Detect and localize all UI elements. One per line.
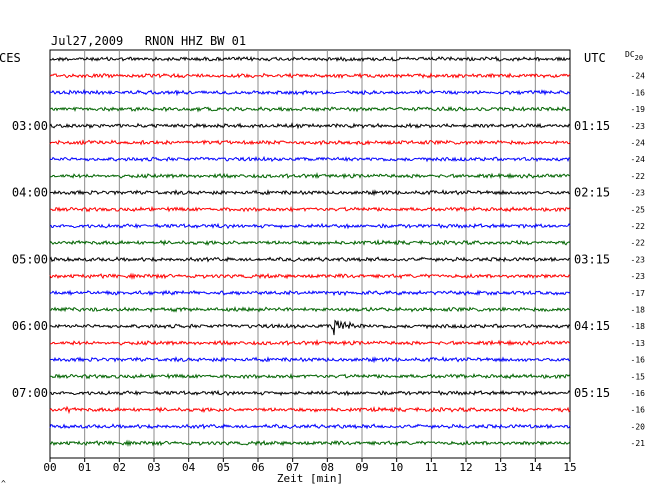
dc-offset-label: -23 [631,122,646,131]
right-axis-label: UTC [584,51,606,65]
x-tick-label: 01 [78,461,91,474]
dc-offset-label: -23 [631,255,646,264]
dc-offset-label: -22 [631,239,646,248]
trace-23 [49,439,571,448]
trace-2 [49,88,571,97]
dc-offset-label: -21 [631,439,646,448]
left-axis-label: CES [0,51,21,65]
x-axis-ticks: 00 01 02 03 04 05 06 07 08 09 10 11 12 13 14 15 [43,458,577,474]
x-tick-label: 10 [390,461,403,474]
dc-offset-label: -19 [631,105,646,114]
local-time-label: 04:00 [12,186,48,200]
x-tick-label: 11 [425,461,438,474]
x-tick-label: 13 [494,461,507,474]
dc-label-main: DC [625,50,635,59]
dc-offset-label: -20 [631,422,646,431]
trace-1 [49,72,571,79]
trace-22 [49,423,571,430]
x-tick-label: 12 [459,461,472,474]
utc-time-labels: 01:15 02:15 03:15 04:15 05:15 [574,119,610,400]
dc-offset-label: -24 [631,155,646,164]
dc-offset-label: -16 [631,88,646,97]
utc-time-label: 02:15 [574,186,610,200]
trace-3 [49,105,571,113]
x-tick-label: 02 [113,461,126,474]
dc-label-sub: 20 [635,54,643,62]
dc-offset-label: -18 [631,322,646,331]
dc-offset-label: -16 [631,356,646,365]
trace-18 [49,356,571,364]
x-axis-label: Zeit [min] [277,472,343,485]
corner-mark: ^ [1,479,6,488]
x-tick-label: 15 [563,461,576,474]
local-time-label: 07:00 [12,386,48,400]
seismic-traces [49,55,571,448]
local-time-label: 03:00 [12,119,48,133]
trace-12 [49,256,571,263]
dc-offset-label: -23 [631,189,646,198]
utc-time-label: 04:15 [574,319,610,333]
x-tick-label: 07 [286,461,299,474]
trace-13 [49,272,571,281]
trace-8 [49,189,571,197]
trace-20 [49,389,571,397]
dc-offset-label: -16 [631,389,646,398]
x-tick-label: 04 [182,461,196,474]
x-tick-label: 05 [217,461,230,474]
x-tick-label: 09 [355,461,368,474]
trace-21 [49,405,571,415]
trace-15 [49,306,571,313]
utc-time-label: 03:15 [574,252,610,266]
trace-9 [50,205,571,213]
plot-frame [49,49,571,459]
dc-offset-label: -18 [631,306,646,315]
dc-offset-label: -24 [631,139,646,148]
x-tick-label: 06 [251,461,264,474]
trace-16 [49,319,571,336]
dc-offset-label: -22 [631,222,646,231]
trace-4 [49,122,571,130]
dc-offset-labels: -24 -16 -19 -23 -24 -24 -22 -23 -25 -22 -22 -23 -23 -… [631,72,646,448]
dc-offset-label: -25 [631,205,646,214]
dc-offset-label: -22 [631,172,646,181]
local-time-label: 06:00 [12,319,48,333]
x-tick-label: 00 [43,461,56,474]
grid-lines [49,49,571,459]
chart-title: Jul27,2009 RNON HHZ BW 01 [51,34,246,48]
utc-time-label: 01:15 [574,119,610,133]
dc-offset-label: -15 [631,372,646,381]
x-tick-label: 08 [321,461,334,474]
trace-17 [49,339,571,347]
local-time-label: 05:00 [12,252,48,266]
x-tick-label: 14 [529,461,543,474]
trace-6 [49,155,571,163]
local-time-labels: 03:00 04:00 05:00 06:00 07:00 [12,119,48,400]
dc-offset-label: -16 [631,406,646,415]
trace-0 [49,55,571,63]
dc-offset-label: -13 [631,339,646,348]
dc-label: DC20 [625,50,643,62]
trace-5 [49,139,571,146]
trace-14 [49,289,571,297]
x-tick-label: 03 [147,461,160,474]
trace-11 [49,238,571,247]
trace-10 [49,222,571,230]
utc-time-label: 05:15 [574,386,610,400]
trace-7 [49,172,571,180]
dc-offset-label: -23 [631,272,646,281]
dc-offset-label: -17 [631,289,646,298]
trace-19 [50,372,571,380]
dc-offset-label: -24 [631,72,646,81]
